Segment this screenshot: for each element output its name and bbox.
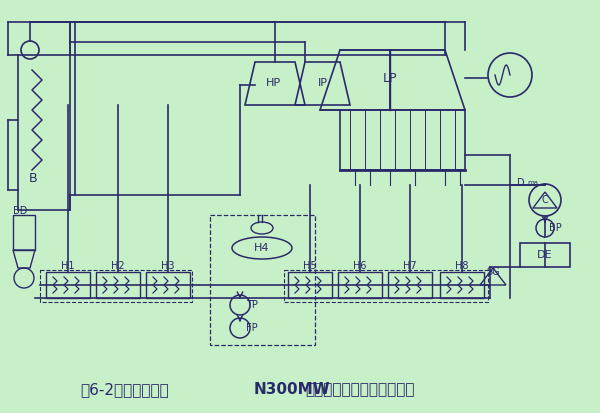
Text: BP: BP xyxy=(548,223,562,233)
Text: FP: FP xyxy=(246,323,258,333)
Bar xyxy=(40,270,192,302)
Text: H8: H8 xyxy=(455,261,469,271)
Text: HP: HP xyxy=(265,78,281,88)
Text: H6: H6 xyxy=(353,261,367,271)
Bar xyxy=(18,55,70,210)
Text: 图6-2东方汽轮机厂: 图6-2东方汽轮机厂 xyxy=(80,382,169,397)
Bar xyxy=(388,272,432,298)
Text: H3: H3 xyxy=(161,261,175,271)
Text: ma: ma xyxy=(527,180,538,186)
Text: C: C xyxy=(542,195,548,205)
Text: D: D xyxy=(517,178,525,188)
Text: TP: TP xyxy=(246,300,258,310)
Text: DE: DE xyxy=(537,250,553,260)
Bar xyxy=(284,270,488,302)
Text: B: B xyxy=(29,171,37,185)
Bar xyxy=(440,272,484,298)
Text: SG: SG xyxy=(486,267,500,277)
Bar xyxy=(210,215,315,345)
Text: H7: H7 xyxy=(403,261,417,271)
Text: 机组发电厂原则性热力系统: 机组发电厂原则性热力系统 xyxy=(305,382,415,397)
Text: H4: H4 xyxy=(254,243,270,253)
Bar xyxy=(338,272,382,298)
Bar xyxy=(146,272,190,298)
Text: H1: H1 xyxy=(61,261,75,271)
Bar xyxy=(288,272,332,298)
Text: LP: LP xyxy=(383,71,397,85)
Text: H2: H2 xyxy=(111,261,125,271)
Bar xyxy=(96,272,140,298)
Bar xyxy=(46,272,90,298)
Text: BD: BD xyxy=(13,206,28,216)
Bar xyxy=(520,243,570,267)
Text: H5: H5 xyxy=(303,261,317,271)
Bar xyxy=(13,215,35,250)
Text: N300MW: N300MW xyxy=(254,382,331,397)
Text: IP: IP xyxy=(318,78,328,88)
